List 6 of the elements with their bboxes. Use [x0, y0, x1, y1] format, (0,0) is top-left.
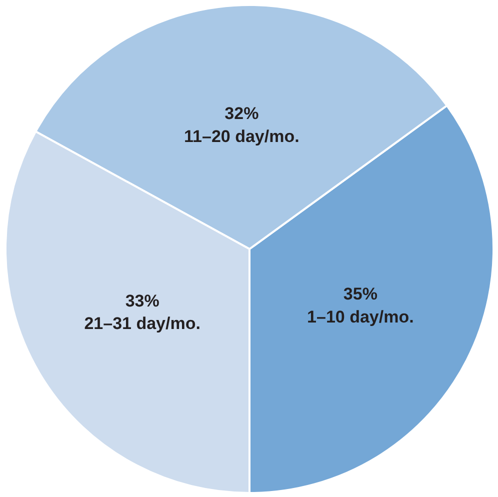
- data-label: 33%: [125, 291, 160, 310]
- data-label: 32%: [224, 104, 259, 124]
- slice-label: 1–10 day/mo.: [307, 307, 414, 326]
- slice-label: 11–20 day/mo.: [184, 126, 300, 146]
- slice-label: 21–31 day/mo.: [84, 314, 200, 334]
- data-label: 35%: [343, 284, 378, 304]
